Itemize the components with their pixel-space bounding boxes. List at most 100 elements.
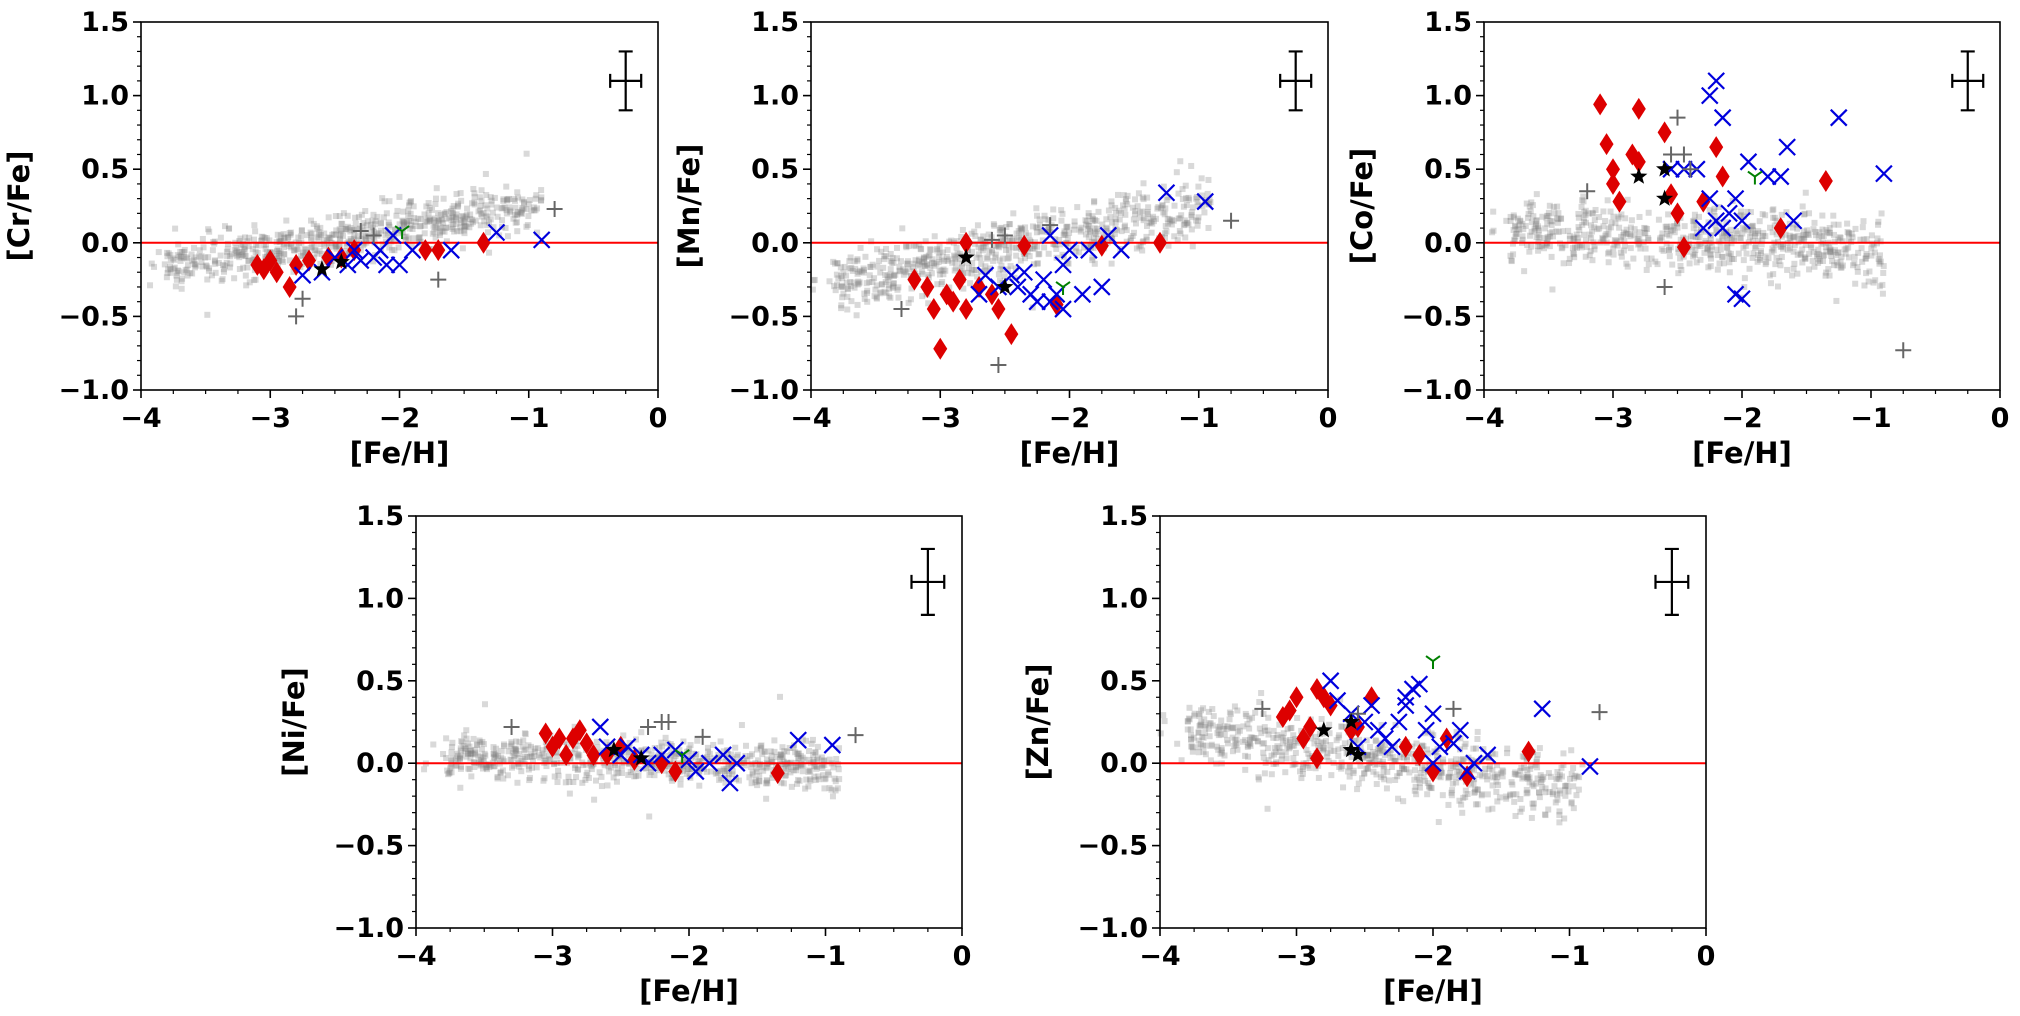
field-star-point [1205,725,1212,732]
field-star-point [475,208,482,215]
field-star-point [390,237,397,244]
field-star-point [491,750,498,757]
field-star-point [315,234,322,241]
field-star-point [453,220,460,227]
field-star-point [1557,215,1564,222]
field-star-point [514,228,521,235]
field-star-point [1573,231,1580,238]
field-star-point [1532,761,1539,768]
field-star-point [835,275,842,282]
field-star-point [856,267,863,274]
field-star-point [1202,729,1209,736]
field-star-point [1808,244,1815,251]
field-star-point [1691,211,1698,218]
field-star-point [1707,263,1714,270]
field-star-point [238,249,245,256]
field-star-point [990,221,997,228]
field-star-point [468,220,475,227]
plus-point [996,227,1013,244]
field-star-point [1644,225,1651,232]
field-star-point [1037,228,1044,235]
field-star-point [482,202,489,209]
field-star-point [1705,264,1712,271]
field-star-point [1798,251,1805,258]
field-star-point [1690,225,1697,232]
field-star-point [1239,738,1246,745]
field-star-point [1369,757,1376,764]
field-star-point [1194,217,1201,224]
field-star-point [1815,246,1822,253]
field-star-point [854,257,861,264]
field-star-point [448,763,455,770]
field-star-point [1491,773,1498,780]
field-star-point [1526,779,1533,786]
field-star-point [1279,735,1286,742]
panel-mn: −4 −3 −2 −1 0−1.0−0.50.00.51.01.5[Fe/H][Mn/F… [672,7,1337,470]
diamond-point [959,298,974,321]
field-star-point [829,793,836,800]
field-star-point [377,220,384,227]
field-star-point [715,754,722,761]
field-star-point [1667,227,1674,234]
field-star-point [1555,210,1562,217]
field-star-point [611,761,618,768]
field-star-point [1778,253,1785,260]
field-star-point [1622,242,1629,249]
diamond-point [1017,234,1032,257]
field-star-point [492,751,499,758]
diamond-point [1296,727,1311,750]
field-star-point [1521,268,1528,275]
field-star-point [882,253,889,260]
field-star-point [443,755,450,762]
field-star-point [726,770,733,777]
field-star-point [992,251,999,258]
field-star-point [506,204,513,211]
field-star-point [1812,232,1819,239]
field-star-point [1604,197,1611,204]
field-star-point [1161,234,1168,241]
field-star-point [1448,789,1455,796]
field-star-point [1575,234,1582,241]
field-star-point [1637,245,1644,252]
field-star-point [1380,772,1387,779]
field-star-point [1209,706,1216,713]
field-star-point [1229,734,1236,741]
field-star-point [873,282,880,289]
field-star-point [1107,214,1114,221]
field-star-point [178,255,185,262]
field-star-point [918,258,925,265]
field-star-point [1058,217,1065,224]
field-star-point [1489,229,1496,236]
field-star-point [1773,231,1780,238]
field-star-point [1765,255,1772,262]
field-star-point [1627,233,1634,240]
field-star-point [1752,230,1759,237]
field-star-point [394,207,401,214]
field-star-point [192,261,199,268]
field-star-point [1176,215,1183,222]
field-star-point [479,765,486,772]
field-star-point [223,248,230,255]
field-star-point [1663,225,1670,232]
field-star-point [1077,228,1084,235]
field-star-point [208,272,215,279]
field-star-point [887,294,894,301]
field-star-point [1739,224,1746,231]
field-star-point [525,213,532,220]
field-star-point [321,230,328,237]
field-star-point [514,208,521,215]
field-star-point [432,234,439,241]
field-star-point [262,253,269,260]
field-star-point [433,225,440,232]
field-star-point [1589,257,1596,264]
field-star-point [1197,722,1204,729]
field-star-point [1513,771,1520,778]
field-star-point [1814,253,1821,260]
field-star-point [449,755,456,762]
field-star-point [1589,209,1596,216]
field-star-point [1181,221,1188,228]
diamond-point [1323,694,1338,717]
plus-point [1682,161,1699,178]
field-star-point [573,774,580,781]
field-star-point [505,748,512,755]
